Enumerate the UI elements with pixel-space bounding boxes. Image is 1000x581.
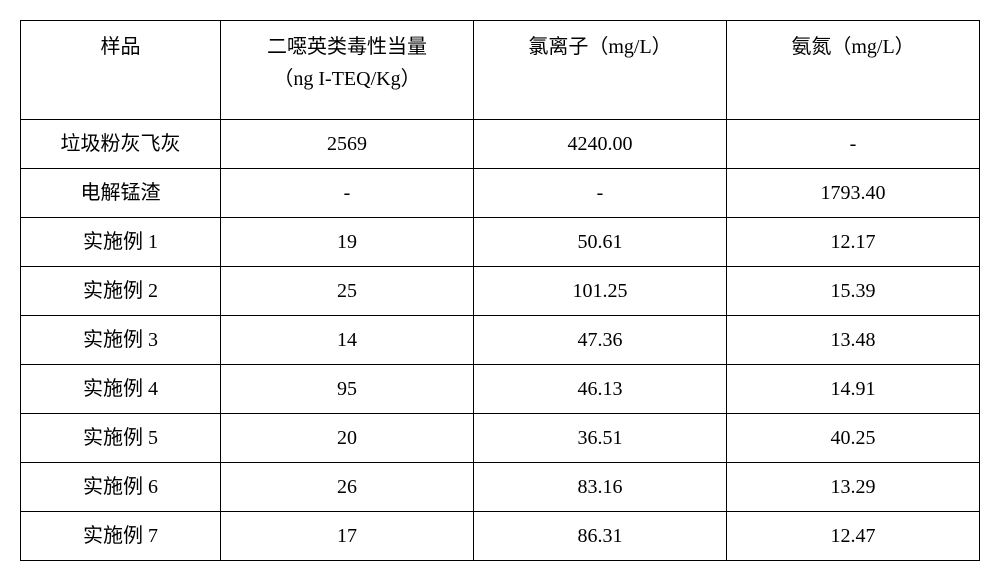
cell-sample: 垃圾粉灰飞灰 (21, 120, 221, 169)
header-ammonia: 氨氮（mg/L） (727, 21, 980, 120)
cell-dioxin: - (221, 169, 474, 218)
cell-sample: 电解锰渣 (21, 169, 221, 218)
cell-dioxin: 19 (221, 218, 474, 267)
header-sample: 样品 (21, 21, 221, 120)
table-row: 实施例 5 20 36.51 40.25 (21, 414, 980, 463)
cell-chloride: 86.31 (474, 512, 727, 561)
table-row: 实施例 7 17 86.31 12.47 (21, 512, 980, 561)
cell-ammonia: 15.39 (727, 267, 980, 316)
cell-sample: 实施例 2 (21, 267, 221, 316)
header-dioxin-line2: （ng I-TEQ/Kg） (225, 63, 469, 95)
header-chloride: 氯离子（mg/L） (474, 21, 727, 120)
cell-sample: 实施例 6 (21, 463, 221, 512)
cell-chloride: 83.16 (474, 463, 727, 512)
header-ammonia-line1: 氨氮（mg/L） (731, 31, 975, 63)
cell-chloride: 101.25 (474, 267, 727, 316)
cell-sample: 实施例 1 (21, 218, 221, 267)
cell-ammonia: 13.48 (727, 316, 980, 365)
cell-chloride: - (474, 169, 727, 218)
cell-dioxin: 25 (221, 267, 474, 316)
table-row: 电解锰渣 - - 1793.40 (21, 169, 980, 218)
table-row: 实施例 3 14 47.36 13.48 (21, 316, 980, 365)
cell-dioxin: 14 (221, 316, 474, 365)
table-row: 实施例 6 26 83.16 13.29 (21, 463, 980, 512)
cell-chloride: 50.61 (474, 218, 727, 267)
cell-ammonia: - (727, 120, 980, 169)
cell-chloride: 36.51 (474, 414, 727, 463)
cell-sample: 实施例 4 (21, 365, 221, 414)
cell-ammonia: 14.91 (727, 365, 980, 414)
cell-ammonia: 13.29 (727, 463, 980, 512)
header-row: 样品 二噁英类毒性当量 （ng I-TEQ/Kg） 氯离子（mg/L） 氨氮（m… (21, 21, 980, 120)
cell-dioxin: 2569 (221, 120, 474, 169)
cell-ammonia: 1793.40 (727, 169, 980, 218)
header-dioxin-line1: 二噁英类毒性当量 (225, 31, 469, 63)
cell-dioxin: 26 (221, 463, 474, 512)
table-row: 实施例 2 25 101.25 15.39 (21, 267, 980, 316)
cell-dioxin: 20 (221, 414, 474, 463)
cell-ammonia: 40.25 (727, 414, 980, 463)
table-body: 垃圾粉灰飞灰 2569 4240.00 - 电解锰渣 - - 1793.40 实… (21, 120, 980, 561)
header-chloride-line1: 氯离子（mg/L） (478, 31, 722, 63)
table-row: 实施例 1 19 50.61 12.17 (21, 218, 980, 267)
cell-sample: 实施例 7 (21, 512, 221, 561)
data-table: 样品 二噁英类毒性当量 （ng I-TEQ/Kg） 氯离子（mg/L） 氨氮（m… (20, 20, 980, 561)
cell-sample: 实施例 3 (21, 316, 221, 365)
table-row: 实施例 4 95 46.13 14.91 (21, 365, 980, 414)
cell-chloride: 47.36 (474, 316, 727, 365)
cell-chloride: 4240.00 (474, 120, 727, 169)
cell-sample: 实施例 5 (21, 414, 221, 463)
cell-ammonia: 12.47 (727, 512, 980, 561)
cell-dioxin: 17 (221, 512, 474, 561)
cell-ammonia: 12.17 (727, 218, 980, 267)
cell-dioxin: 95 (221, 365, 474, 414)
table-row: 垃圾粉灰飞灰 2569 4240.00 - (21, 120, 980, 169)
header-dioxin: 二噁英类毒性当量 （ng I-TEQ/Kg） (221, 21, 474, 120)
cell-chloride: 46.13 (474, 365, 727, 414)
header-sample-line1: 样品 (25, 31, 216, 63)
